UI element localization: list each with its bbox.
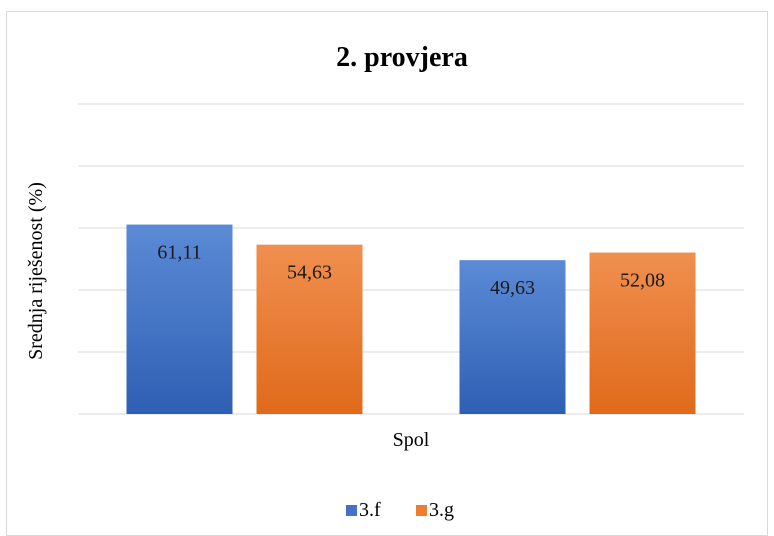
data-label: 52,08 — [620, 270, 665, 292]
data-label: 54,63 — [287, 262, 332, 284]
data-label: 61,11 — [157, 242, 201, 264]
bars — [126, 224, 696, 414]
legend-label-3f: 3.f — [359, 499, 381, 521]
y-axis-label: Srednja riješenost (%) — [25, 182, 47, 360]
bar-3g-1 — [589, 252, 696, 414]
legend-label-3g: 3.g — [429, 499, 454, 521]
data-labels: 61,11 54,63 49,63 52,08 — [157, 242, 665, 300]
legend-swatch-3g — [416, 505, 427, 516]
bar-3f-1 — [459, 260, 566, 414]
bar-3g-0 — [256, 244, 363, 414]
bar-3f-0 — [126, 224, 233, 414]
x-axis-label: Spol — [393, 429, 430, 451]
legend-swatch-3f — [346, 505, 357, 516]
chart-title: 2. provjera — [336, 42, 468, 73]
legend: 3.f 3.g — [346, 499, 454, 521]
data-label: 49,63 — [490, 277, 535, 299]
